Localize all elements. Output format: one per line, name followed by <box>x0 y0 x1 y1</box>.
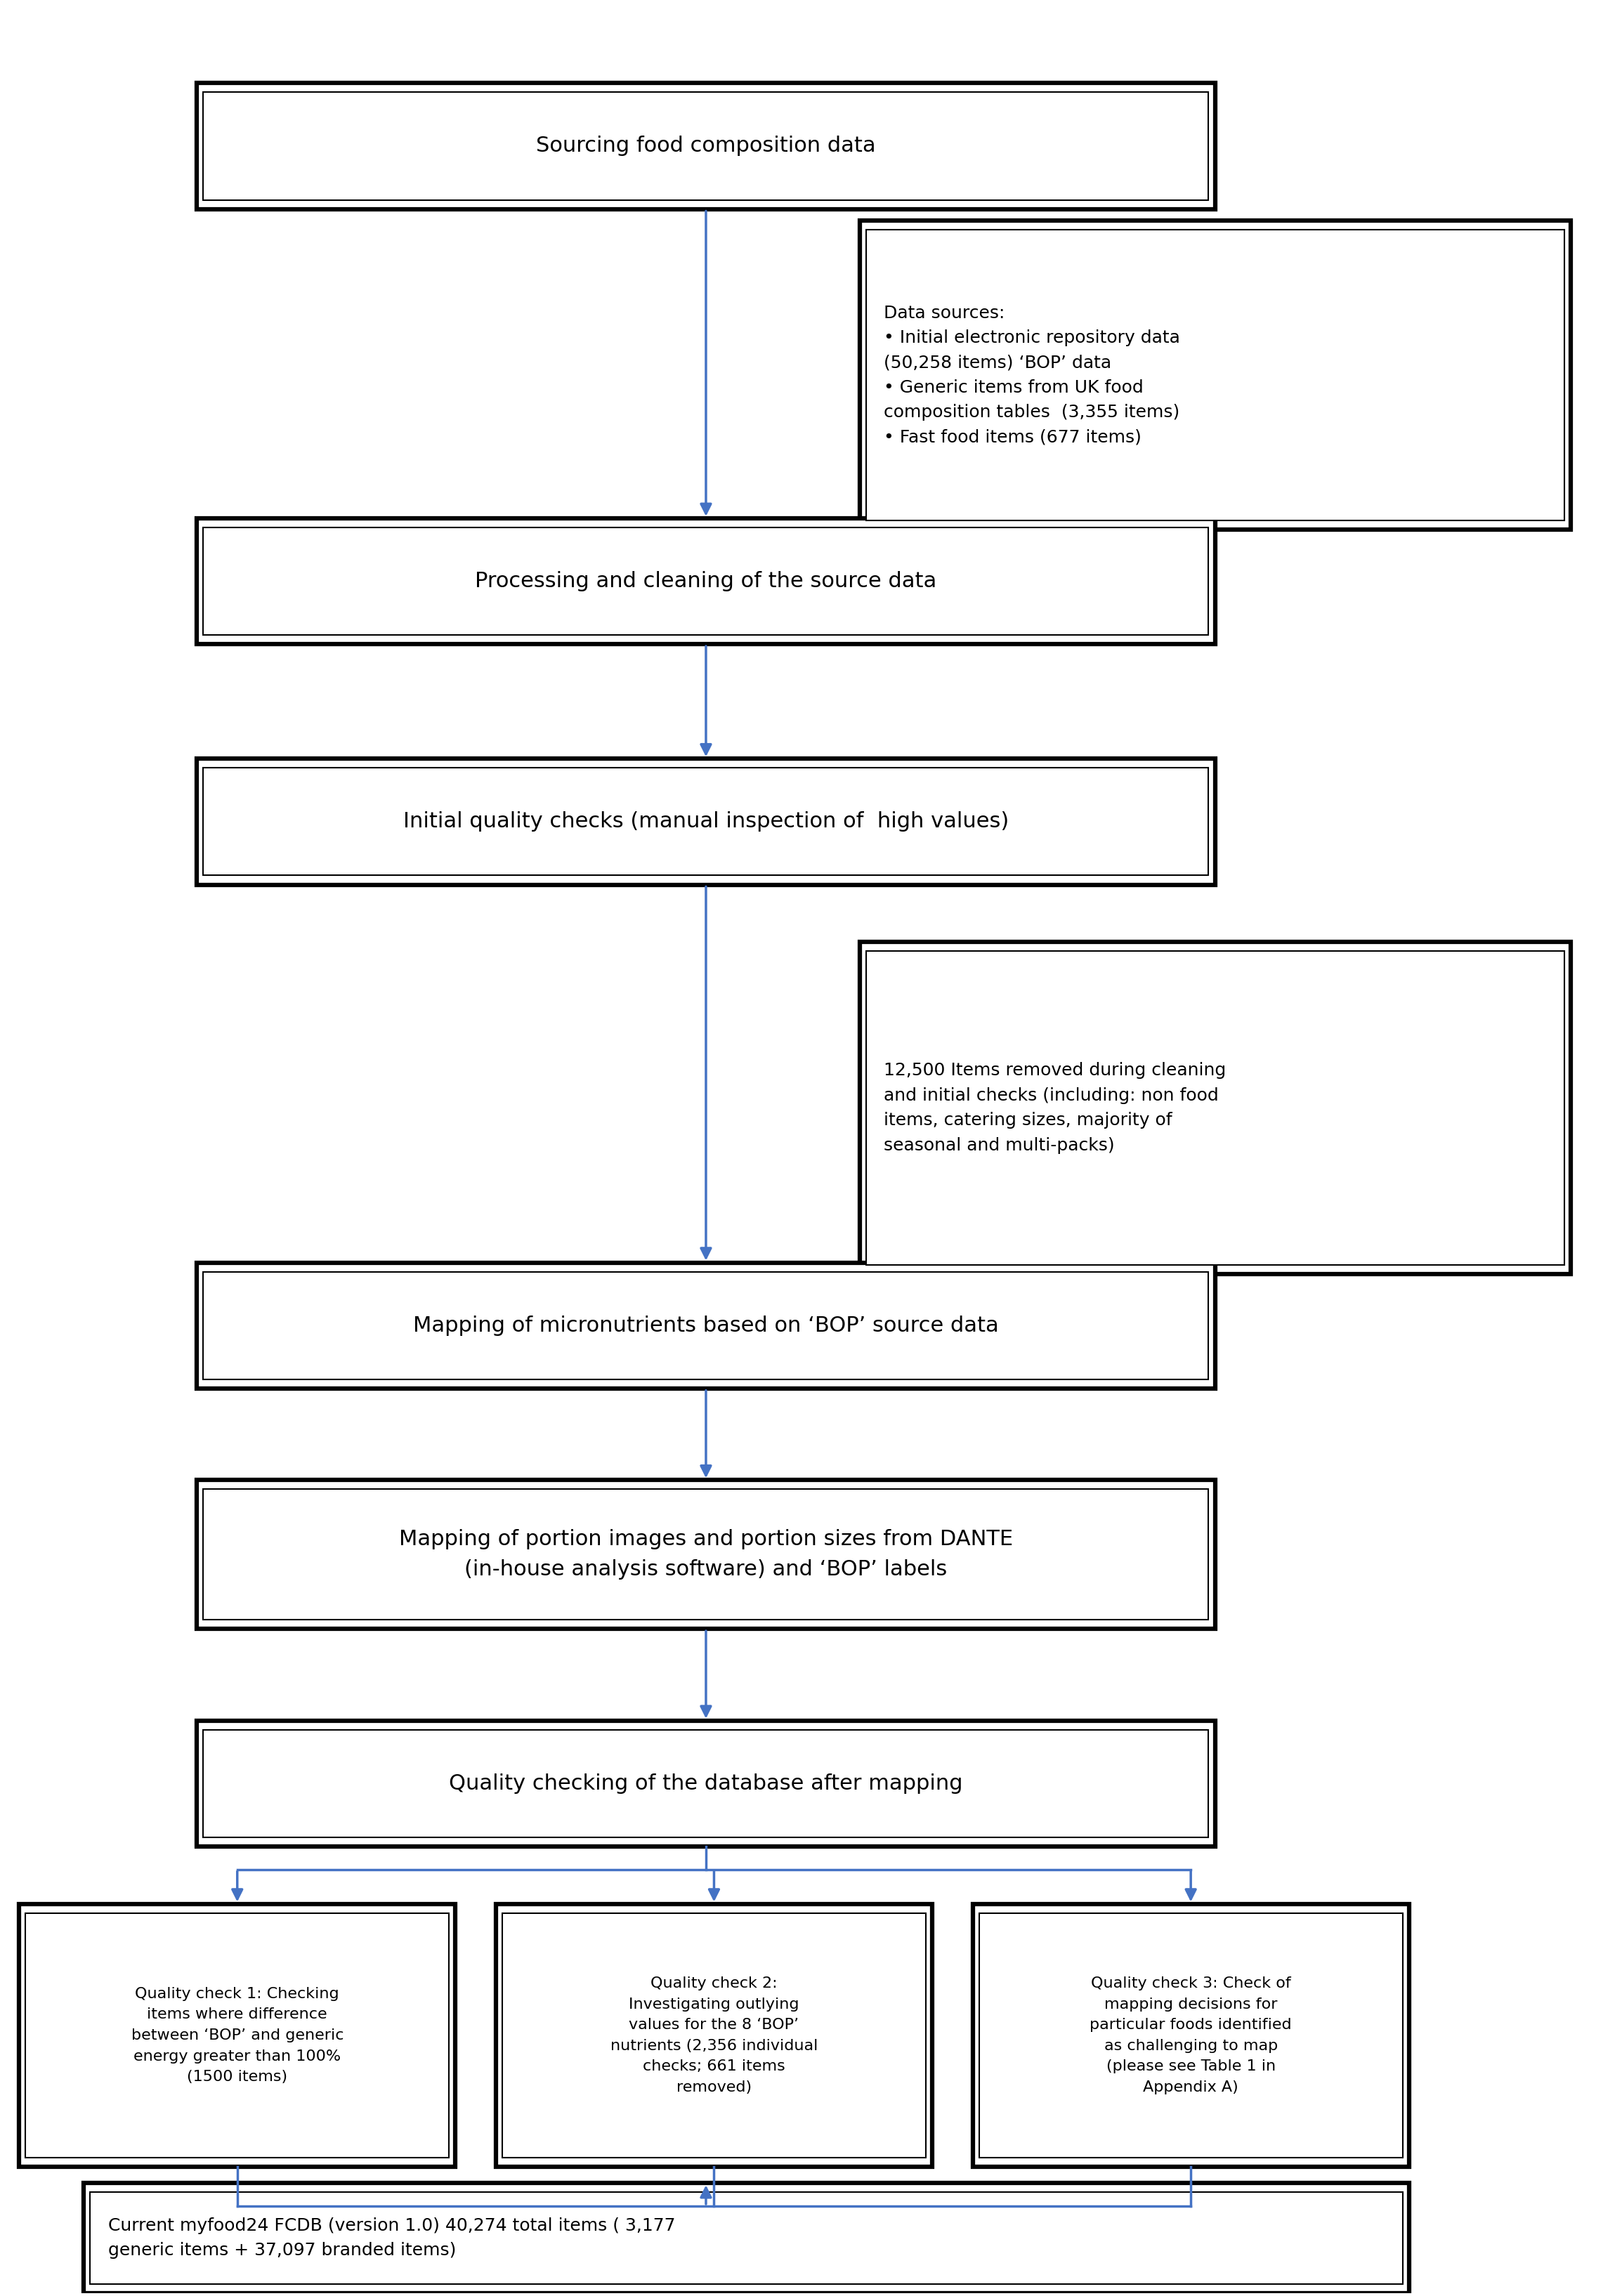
Text: Quality check 2:
Investigating outlying
values for the 8 ‘BOP’
nutrients (2,356 : Quality check 2: Investigating outlying … <box>610 1977 817 2094</box>
FancyBboxPatch shape <box>973 1903 1410 2167</box>
Text: Quality check 1: Checking
items where difference
between ‘BOP’ and generic
energ: Quality check 1: Checking items where di… <box>131 1986 344 2085</box>
FancyBboxPatch shape <box>196 1263 1215 1389</box>
FancyBboxPatch shape <box>203 1729 1208 1837</box>
FancyBboxPatch shape <box>196 1481 1215 1628</box>
FancyBboxPatch shape <box>203 528 1208 636</box>
FancyBboxPatch shape <box>19 1903 456 2167</box>
FancyBboxPatch shape <box>196 83 1215 209</box>
FancyBboxPatch shape <box>866 230 1564 521</box>
FancyBboxPatch shape <box>196 519 1215 645</box>
FancyBboxPatch shape <box>860 220 1570 530</box>
FancyBboxPatch shape <box>91 2193 1403 2285</box>
FancyBboxPatch shape <box>196 1720 1215 1846</box>
FancyBboxPatch shape <box>26 1913 449 2158</box>
FancyBboxPatch shape <box>203 1490 1208 1619</box>
Text: Quality checking of the database after mapping: Quality checking of the database after m… <box>449 1773 963 1793</box>
Text: Sourcing food composition data: Sourcing food composition data <box>537 135 876 156</box>
Text: Mapping of micronutrients based on ‘BOP’ source data: Mapping of micronutrients based on ‘BOP’… <box>414 1316 999 1336</box>
FancyBboxPatch shape <box>203 1272 1208 1380</box>
Text: Processing and cleaning of the source data: Processing and cleaning of the source da… <box>475 572 938 592</box>
FancyBboxPatch shape <box>203 767 1208 875</box>
Text: Quality check 3: Check of
mapping decisions for
particular foods identified
as c: Quality check 3: Check of mapping decisi… <box>1090 1977 1291 2094</box>
FancyBboxPatch shape <box>503 1913 926 2158</box>
Text: Mapping of portion images and portion sizes from DANTE
(in-house analysis softwa: Mapping of portion images and portion si… <box>399 1529 1014 1580</box>
Text: Initial quality checks (manual inspection of  high values): Initial quality checks (manual inspectio… <box>404 810 1009 831</box>
FancyBboxPatch shape <box>496 1903 933 2167</box>
FancyBboxPatch shape <box>980 1913 1403 2158</box>
FancyBboxPatch shape <box>84 2183 1410 2294</box>
FancyBboxPatch shape <box>196 758 1215 884</box>
Text: 12,500 Items removed during cleaning
and initial checks (including: non food
ite: 12,500 Items removed during cleaning and… <box>884 1063 1226 1153</box>
Text: Current myfood24 FCDB (version 1.0) 40,274 total items ( 3,177
generic items + 3: Current myfood24 FCDB (version 1.0) 40,2… <box>109 2218 675 2259</box>
FancyBboxPatch shape <box>860 941 1570 1274</box>
FancyBboxPatch shape <box>866 951 1564 1265</box>
FancyBboxPatch shape <box>203 92 1208 200</box>
Text: Data sources:
• Initial electronic repository data
(50,258 items) ‘BOP’ data
• G: Data sources: • Initial electronic repos… <box>884 305 1181 445</box>
